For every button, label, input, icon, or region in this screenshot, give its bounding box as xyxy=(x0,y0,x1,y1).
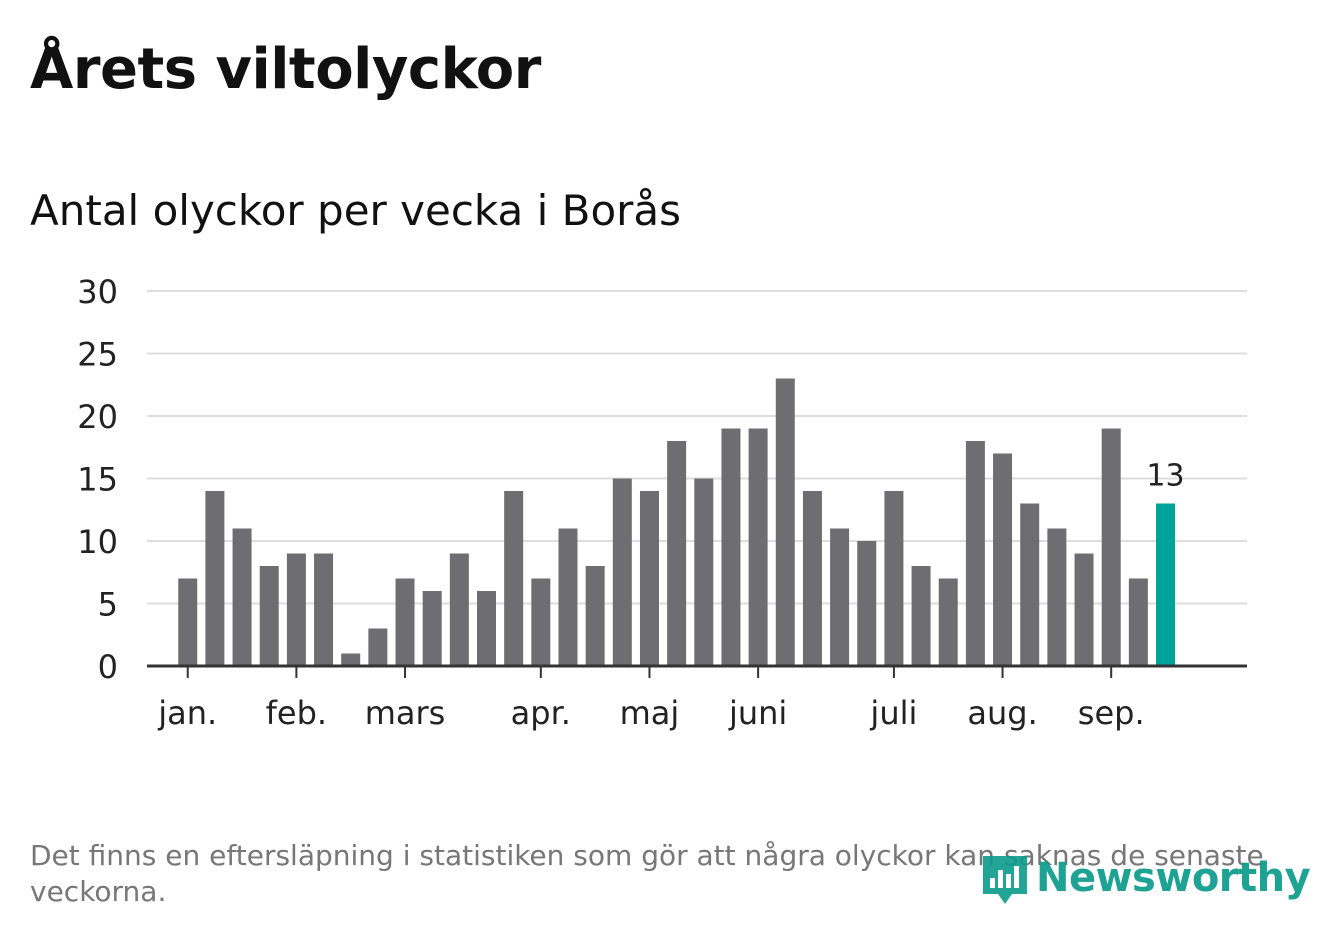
bar xyxy=(748,428,768,666)
bar xyxy=(504,491,524,666)
bar xyxy=(965,441,985,666)
bar xyxy=(449,553,469,666)
bar xyxy=(531,578,551,666)
bar xyxy=(314,553,334,666)
footnote: Det finns en eftersläpning i statistiken… xyxy=(30,839,1264,909)
bar xyxy=(1074,553,1094,666)
chart-subtitle: Antal olyckor per vecka i Borås xyxy=(30,186,682,235)
bar xyxy=(639,491,659,666)
bar xyxy=(1047,528,1067,666)
bar xyxy=(1101,428,1121,666)
bar-chart: 0 5 10 15 20 25 30 jan. feb. mars apr. maj juni juli… xyxy=(77,273,1247,732)
bar xyxy=(585,566,605,666)
bar-latest xyxy=(1156,503,1176,666)
y-tick-label: 25 xyxy=(77,336,118,374)
y-axis-ticks: 0 5 10 15 20 25 30 xyxy=(77,273,118,686)
bar xyxy=(775,378,795,666)
y-tick-label: 0 xyxy=(98,648,118,686)
x-tick-label: feb. xyxy=(266,694,327,732)
bar xyxy=(612,478,632,666)
brand-logo: Newsworthy xyxy=(980,848,1311,908)
bar xyxy=(232,528,252,666)
y-tick-label: 30 xyxy=(77,273,118,311)
bar xyxy=(938,578,958,666)
x-tick-label: aug. xyxy=(967,694,1037,732)
bar xyxy=(341,653,361,666)
bar xyxy=(911,566,931,666)
x-axis-ticks: jan. feb. mars apr. maj juni juli aug. sep. xyxy=(157,666,1145,732)
bar xyxy=(368,628,388,666)
brand-name: Newsworthy xyxy=(1036,855,1311,901)
bar xyxy=(857,541,877,666)
bar xyxy=(178,578,198,666)
bar xyxy=(884,491,904,666)
newsworthy-logo-icon xyxy=(983,856,1027,904)
bars xyxy=(178,378,1176,666)
bar xyxy=(395,578,415,666)
bar xyxy=(667,441,687,666)
bar xyxy=(286,553,306,666)
bar xyxy=(802,491,822,666)
x-tick-label: mars xyxy=(365,694,446,732)
bar xyxy=(259,566,279,666)
bar xyxy=(993,453,1013,666)
y-tick-label: 15 xyxy=(77,461,118,499)
bar xyxy=(694,478,714,666)
x-tick-label: juni xyxy=(728,694,787,732)
bar xyxy=(1020,503,1040,666)
bar xyxy=(477,591,497,666)
x-tick-label: sep. xyxy=(1078,694,1145,732)
bar xyxy=(422,591,442,666)
data-labels: 13 xyxy=(1146,459,1184,494)
bar xyxy=(1128,578,1148,666)
x-tick-label: jan. xyxy=(157,694,217,732)
y-tick-label: 20 xyxy=(77,398,118,436)
y-tick-label: 10 xyxy=(77,523,118,561)
x-tick-label: juli xyxy=(869,694,917,732)
x-tick-label: apr. xyxy=(511,694,571,732)
bar xyxy=(830,528,850,666)
y-tick-label: 5 xyxy=(98,586,118,624)
data-label: 13 xyxy=(1146,459,1184,494)
bar xyxy=(558,528,578,666)
bar xyxy=(721,428,741,666)
bar xyxy=(205,491,225,666)
chart-title: Årets viltolyckor xyxy=(30,37,541,102)
x-tick-label: maj xyxy=(620,694,680,732)
